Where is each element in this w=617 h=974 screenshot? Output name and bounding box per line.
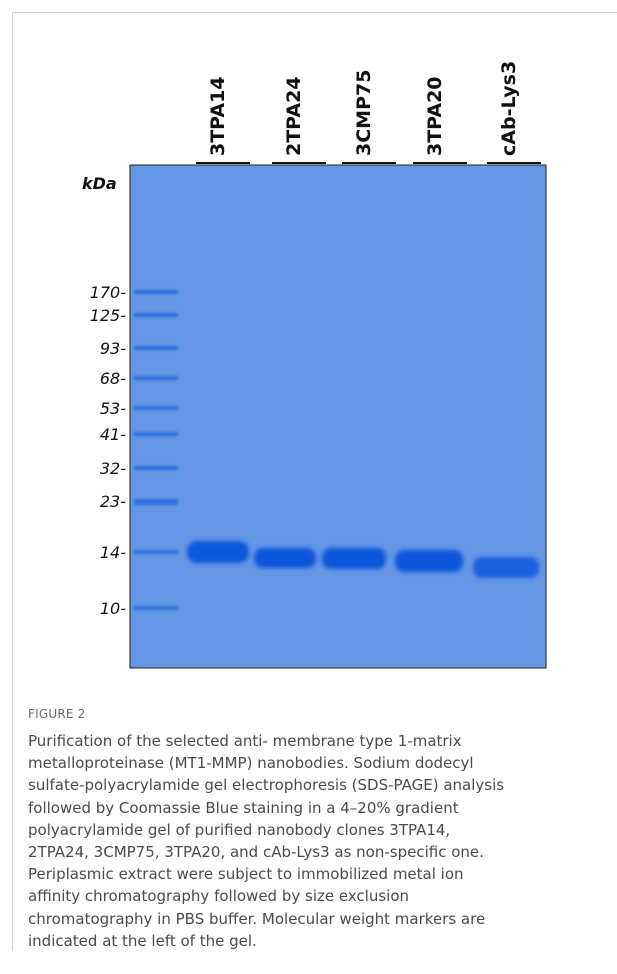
ladder-band <box>134 406 178 410</box>
caption-line: indicated at the left of the gel. <box>28 930 608 952</box>
caption-line: Purification of the selected anti- membr… <box>28 730 608 752</box>
caption-line: Periplasmic extract were subject to immo… <box>28 863 608 885</box>
marker-label: 23- <box>100 492 126 511</box>
marker-label: 14- <box>100 543 126 562</box>
ladder-band <box>134 376 178 380</box>
ladder-band <box>134 550 178 554</box>
lane-label: 2TPA24 <box>283 76 305 156</box>
caption-line: affinity chromatography followed by size… <box>28 885 608 907</box>
caption-line: 2TPA24, 3CMP75, 3TPA20, and cAb-Lys3 as … <box>28 841 608 863</box>
marker-label: 68- <box>100 369 126 388</box>
caption-line: metalloproteinase (MT1-MMP) nanobodies. … <box>28 752 608 774</box>
marker-label: 170- <box>90 283 127 302</box>
marker-label: 93- <box>100 339 126 358</box>
ladder-band <box>134 313 178 317</box>
caption: Purification of the selected anti- membr… <box>28 730 608 952</box>
lane-label: 3CMP75 <box>353 70 375 156</box>
unit-label: kDa <box>82 174 117 193</box>
ladder-band <box>134 290 178 294</box>
caption-line: sulfate-polyacrylamide gel electrophores… <box>28 774 608 796</box>
lane-label: cAb-Lys3 <box>498 61 520 156</box>
caption-line: followed by Coomassie Blue staining in a… <box>28 797 608 819</box>
marker-label: 53- <box>100 399 126 418</box>
ladder-band <box>134 606 178 610</box>
caption-line: polyacrylamide gel of purified nanobody … <box>28 819 608 841</box>
marker-label: 41- <box>100 425 126 444</box>
lane-label: 3TPA20 <box>424 76 446 156</box>
marker-label: 32- <box>100 459 126 478</box>
lane-label: 3TPA14 <box>207 76 229 156</box>
gel-figure: kDa 170- 125- 93- 68- 53- 41- 32- 23- 14- 10- 3TP… <box>0 0 617 700</box>
gel <box>130 165 546 668</box>
ladder-band <box>134 346 178 350</box>
page: kDa 170- 125- 93- 68- 53- 41- 32- 23- 14- 10- 3TP… <box>0 0 617 974</box>
figure-label: FIGURE 2 <box>28 707 86 721</box>
ladder-band <box>134 432 178 436</box>
marker-label: 10- <box>100 599 126 618</box>
marker-label: 125- <box>90 306 127 325</box>
ladder-band <box>134 466 178 470</box>
caption-line: chromatography in PBS buffer. Molecular … <box>28 908 608 930</box>
ladder-band <box>134 499 178 505</box>
